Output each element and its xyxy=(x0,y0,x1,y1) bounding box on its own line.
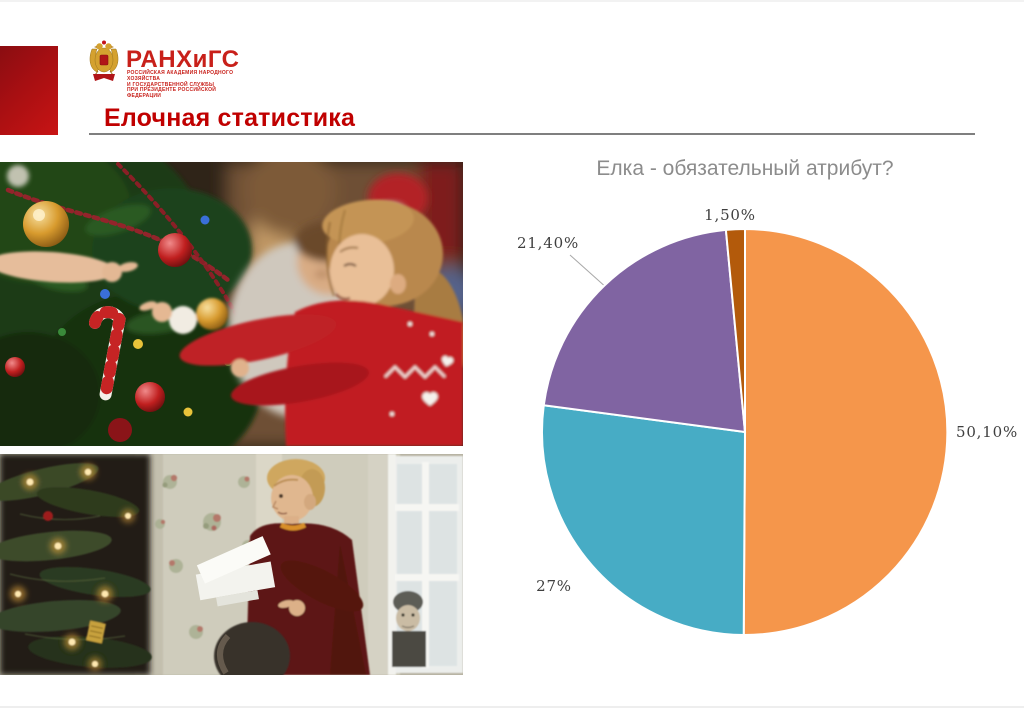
pie-label-50: 50,10% xyxy=(956,423,1018,441)
photo-children-decorating-tree xyxy=(0,162,463,446)
title-underline xyxy=(89,133,975,135)
bead-garland xyxy=(5,162,238,316)
slide-title: Елочная статистика xyxy=(104,104,356,132)
pie-slice-0 xyxy=(742,227,949,637)
pie-label-27: 27% xyxy=(536,577,572,595)
white-gift-box xyxy=(195,536,276,607)
girl-decorating xyxy=(139,199,463,446)
logo-subtitle-line2: И ГОСУДАРСТВЕННОЙ СЛУЖБЫ xyxy=(127,81,215,88)
chart-title: Елка - обязательный атрибут? xyxy=(596,157,894,180)
adult-arm xyxy=(0,251,138,283)
red-ornament xyxy=(43,511,53,521)
ranepa-crest-icon xyxy=(89,40,119,81)
logo-subtitle-line1: РОССИЙСКАЯ АКАДЕМИЯ НАРОДНОГО ХОЗЯЙСТВА xyxy=(127,70,234,82)
old-man-face xyxy=(392,591,426,667)
logo-subtitle: РОССИЙСКАЯ АКАДЕМИЯ НАРОДНОГО ХОЗЯЙСТВА … xyxy=(127,70,247,100)
pie-label-1: 1,50% xyxy=(704,206,756,224)
photo-home-alone-scene xyxy=(0,454,463,675)
window-with-neighbor xyxy=(388,454,463,675)
double-headed-eagle xyxy=(89,40,119,81)
pie-chart xyxy=(541,227,949,637)
armchair xyxy=(214,622,290,675)
pie-label-21: 21,40% xyxy=(517,234,579,252)
pie-slice-1 xyxy=(541,404,747,637)
sparse-christmas-tree xyxy=(0,463,152,671)
tree-lights xyxy=(10,464,135,671)
candy-cane xyxy=(88,306,126,401)
logo-subtitle-line3: ПРИ ПРЕЗИДЕНТЕ РОССИЙСКОЙ ФЕДЕРАЦИИ xyxy=(127,87,217,99)
label-leader-line xyxy=(569,254,609,290)
sweater-pattern xyxy=(384,322,454,416)
logo-acronym: РАНХиГС xyxy=(126,46,240,73)
gold-card-ornament xyxy=(86,620,106,644)
pie-slice-2 xyxy=(542,228,747,434)
red-accent-block xyxy=(0,46,58,135)
pie-slice-3 xyxy=(724,227,746,433)
